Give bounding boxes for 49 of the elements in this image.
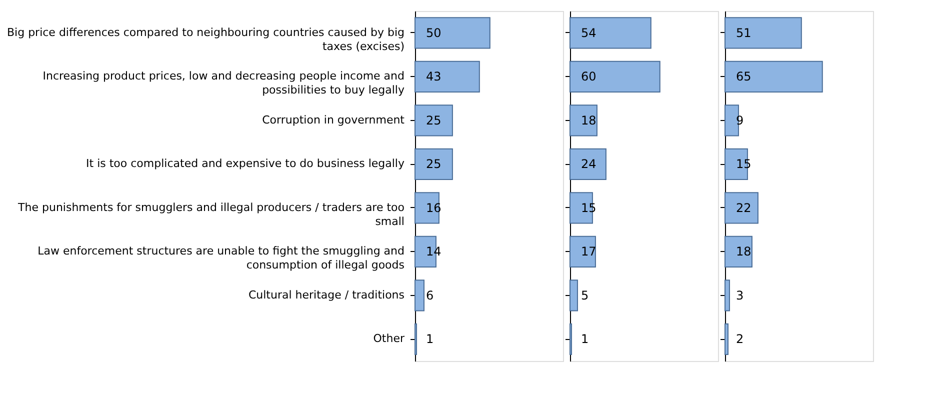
bar [414,104,453,136]
bar [570,104,598,136]
data-label: 5 [581,288,589,302]
data-label: 25 [426,157,442,172]
bar [570,280,578,312]
y-tick-label: It is too complicated and expensive to do business legally [86,157,405,170]
y-tick-label: The punishments for smugglers and illegal producers / traders are too small [17,200,405,228]
bar [414,17,490,49]
bar [570,236,596,268]
data-label: 50 [426,26,442,40]
data-label: 6 [426,288,434,302]
y-tick-label: Big price differences compared to neighbouring countries caused by big taxes (excises) [6,26,404,53]
bar [724,17,802,49]
bar [570,148,606,180]
data-label: 16 [426,200,442,215]
y-tick-label: Corruption in government [262,113,406,126]
data-label: 18 [736,244,752,259]
data-label: 1 [426,332,434,346]
bar [414,148,453,180]
y-tick-label: Other [373,332,405,346]
y-tick-label: Law enforcement structures are unable to fight the smuggling and consumption of illegal goods [38,244,405,272]
bar [414,280,424,312]
bar [414,60,480,92]
data-label: 25 [426,113,442,128]
data-label: 15 [581,200,596,215]
data-label: 60 [581,70,596,84]
data-label: 65 [736,70,752,84]
data-label: 43 [426,70,442,84]
bar [414,192,440,224]
data-label: 22 [736,200,752,215]
bar [724,323,728,355]
bar [570,17,652,49]
data-label: 54 [581,26,596,40]
data-label: 18 [581,113,596,128]
y-tick-label: Cultural heritage / traditions [248,288,405,302]
data-label: 51 [736,26,752,40]
bar [724,192,758,224]
data-label: 2 [736,332,744,346]
data-label: 15 [736,157,752,172]
bar [724,236,752,268]
data-label: 14 [426,244,442,259]
bar [724,280,730,312]
data-label: 1 [581,332,589,346]
bar [724,60,823,92]
data-label: 24 [581,157,596,172]
bar [570,60,660,92]
y-tick-label: Increasing product prices, low and decreasing people income and possibilities to buy legally [42,70,405,97]
data-label: 3 [736,288,744,302]
data-label: 17 [581,244,596,259]
